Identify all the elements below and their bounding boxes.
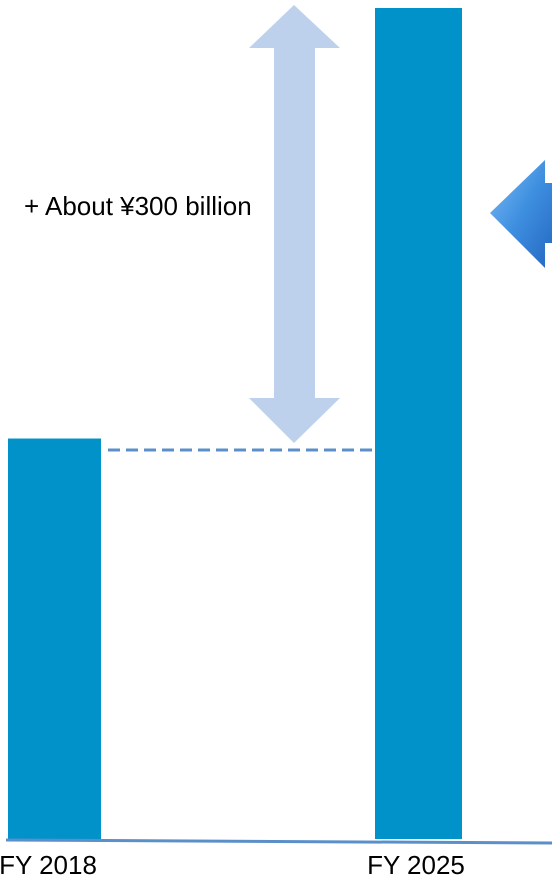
- x-tick-label: FY 2025: [367, 850, 465, 879]
- bars-group: [8, 8, 462, 839]
- x-axis-line: [5, 838, 552, 845]
- x-tick-label: FY 2018: [0, 850, 97, 879]
- left-arrow-icon: [490, 160, 552, 268]
- range-double-arrow: [249, 5, 340, 443]
- x-tick-labels: FY 2018 FY 2025: [0, 850, 465, 879]
- difference-annotation: + About ¥300 billion: [24, 191, 252, 221]
- bar-fy-2025: [375, 8, 462, 839]
- bar-fy-2018: [8, 438, 101, 839]
